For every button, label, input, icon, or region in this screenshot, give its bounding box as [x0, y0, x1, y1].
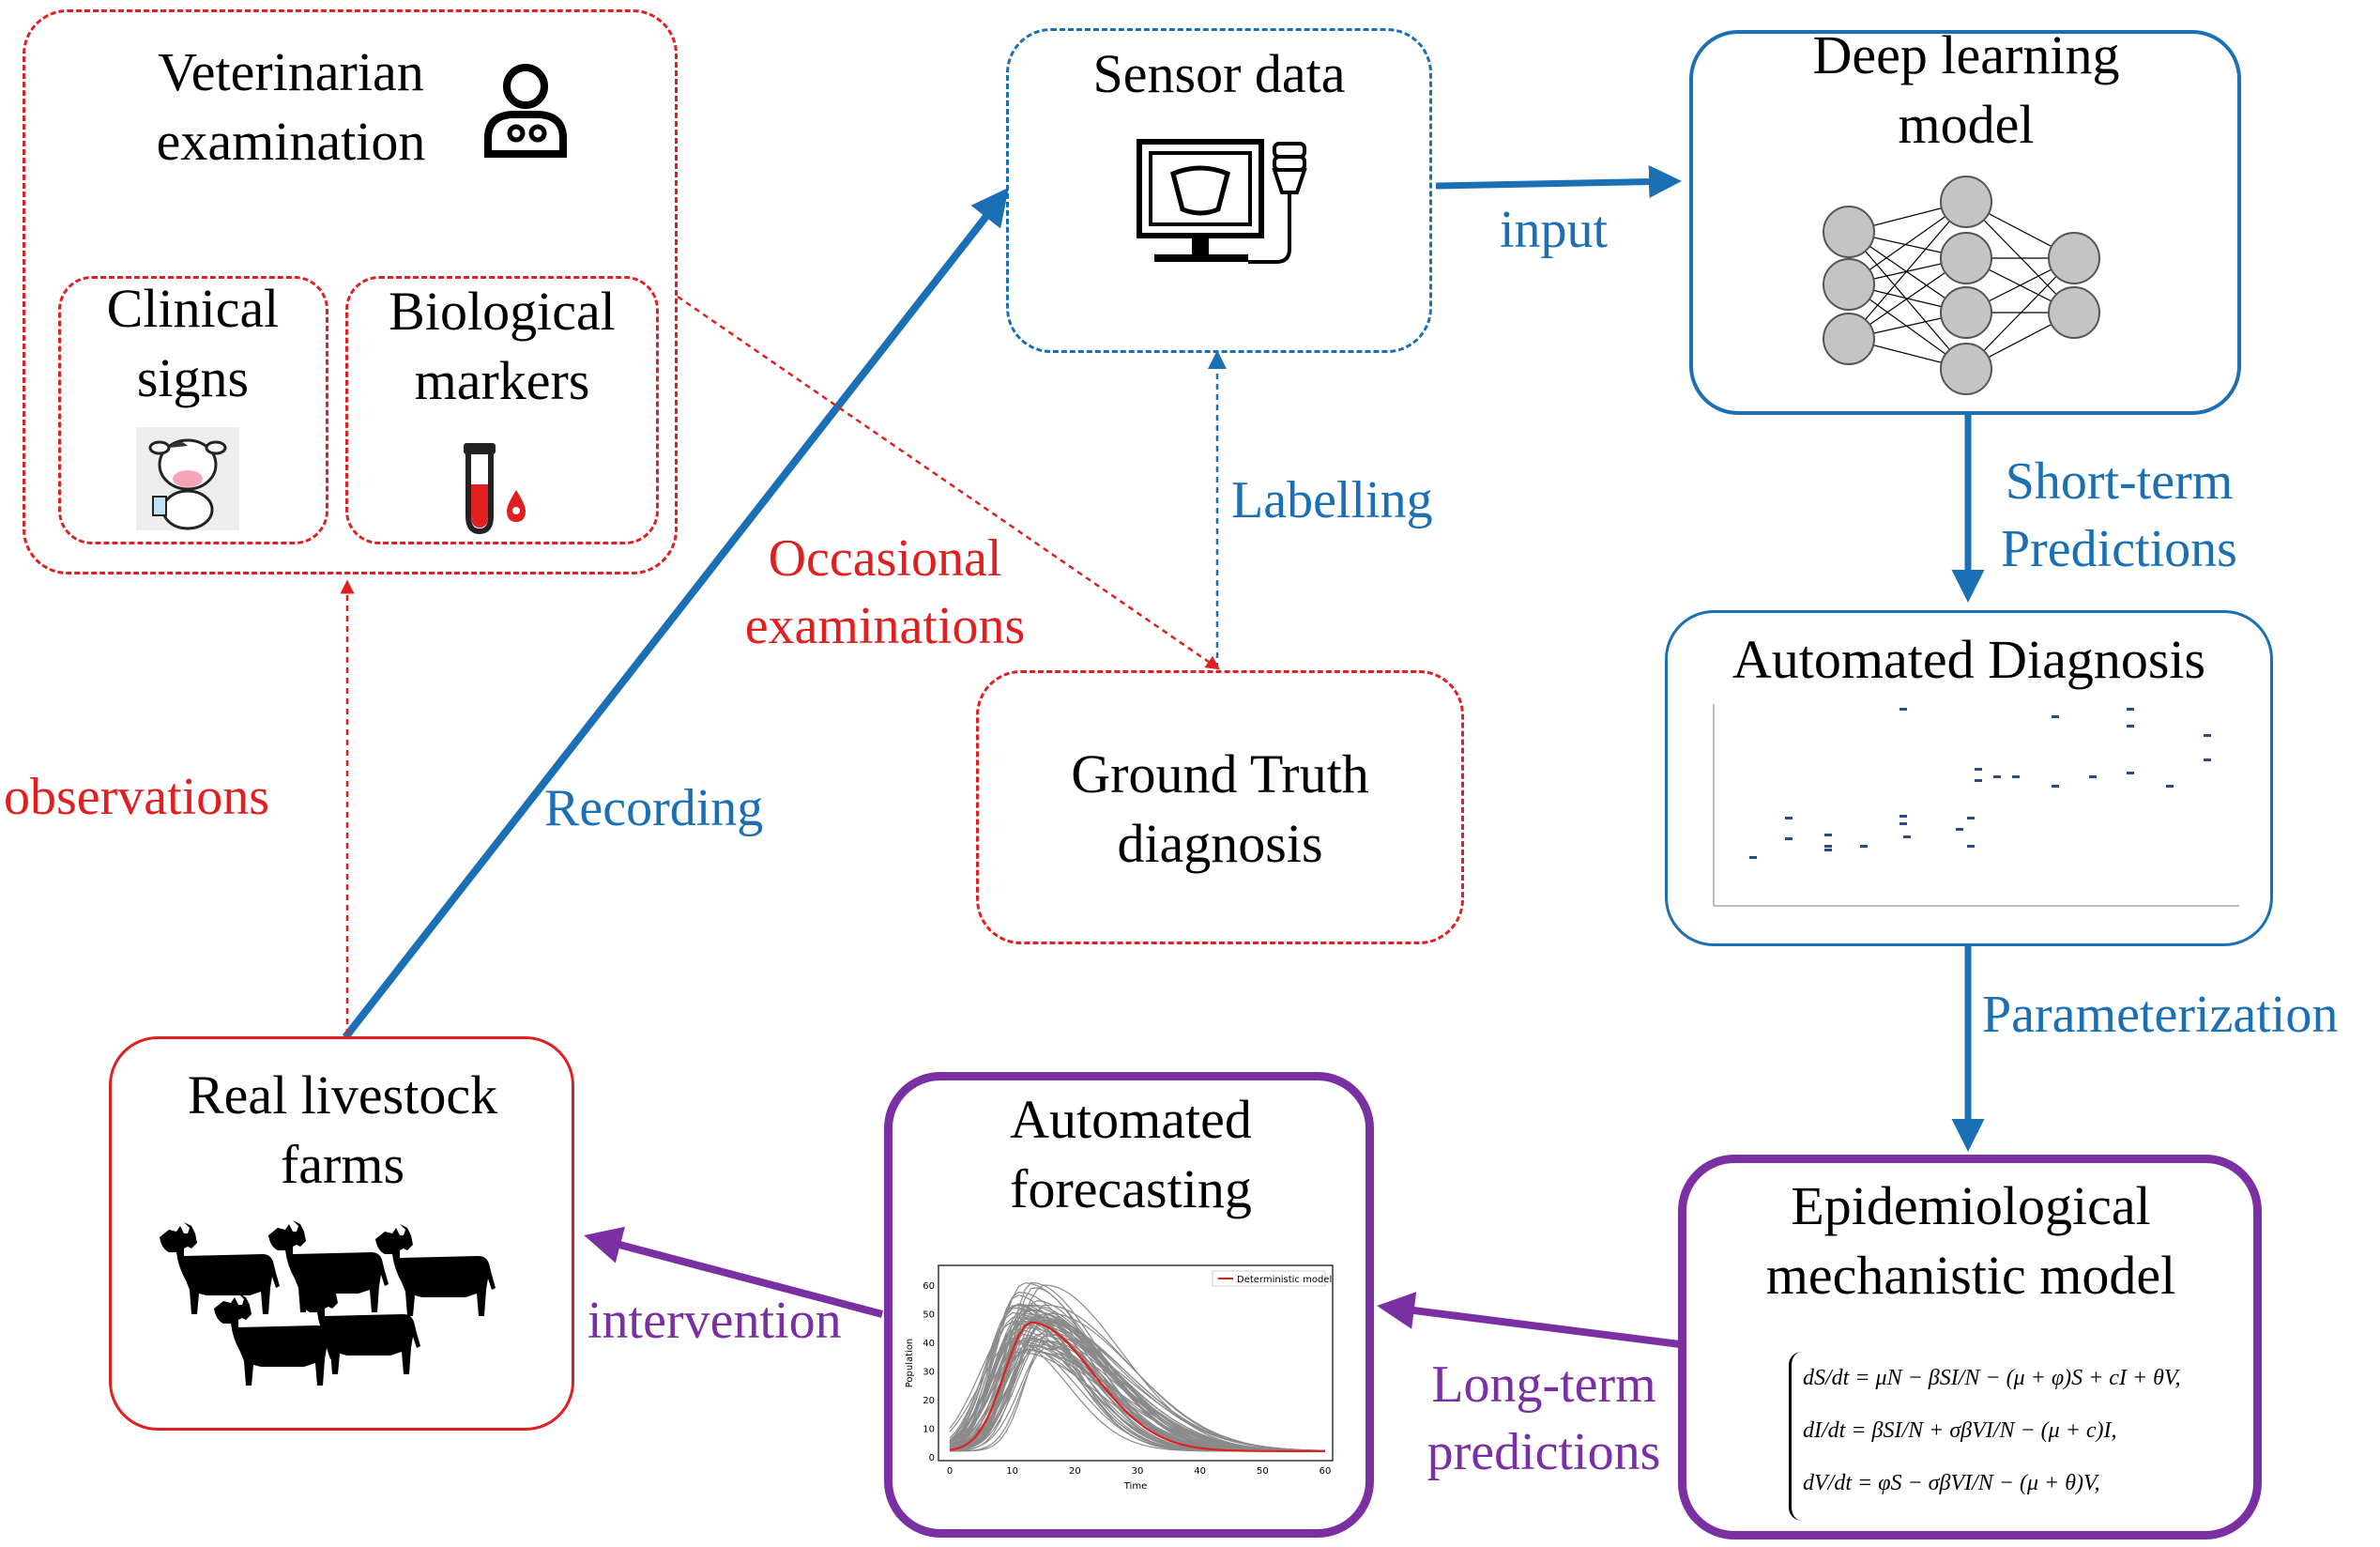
livestock-farms-box: [109, 1036, 574, 1431]
forecast-y-tick: 60: [923, 1281, 935, 1292]
forecast-chart: Deterministic model 0 10 20 30 40 50 60 0 10 20 3…: [905, 1264, 1334, 1492]
label-parameterization: Parameterization: [1982, 986, 2339, 1044]
sensor-data-title: Sensor data: [1092, 43, 1346, 104]
vet-exam-title: Veterinarian examination: [156, 41, 426, 173]
deep-learning-title: Deep learning model: [1812, 24, 2120, 156]
cattle-herd-icon: [160, 1220, 496, 1386]
automated-diagnosis-box: [1665, 610, 2273, 946]
deterministic-curve: [949, 1321, 1325, 1452]
stochastic-trajectory: [949, 1340, 1325, 1452]
clinical-signs-box: [58, 276, 328, 544]
epidemiological-model-box: [1678, 1155, 2262, 1539]
deep-learning-box: [1689, 30, 2241, 415]
label-intervention: intervention: [587, 1292, 842, 1350]
stochastic-trajectory: [949, 1312, 1326, 1451]
neural-network-icon: [1823, 176, 2100, 395]
forecast-x-label: Time: [1123, 1481, 1147, 1492]
forecast-y-tick: 0: [929, 1453, 935, 1463]
equation-system: dS/dt = μN − βSI/N − (μ + φ)S + cI + θV,…: [1789, 1352, 2244, 1521]
label-occasional-examinations: Occasional examinations: [744, 529, 1026, 655]
arrow-recording: [342, 187, 1009, 1040]
equation-dv: dV/dt = φS − σβVI/N − (μ + θ)V,: [1803, 1471, 2100, 1495]
equation-ds: dS/dt = μN − βSI/N − (μ + φ)S + cI + θV,: [1803, 1366, 2181, 1390]
arrow-intervention: [584, 1226, 884, 1318]
forecast-y-label: Population: [905, 1339, 915, 1388]
biological-markers-box: [345, 276, 659, 544]
biological-markers-label: Biological markers: [389, 281, 616, 412]
label-recording: Recording: [544, 779, 764, 837]
label-long-term: Long-term predictions: [1426, 1356, 1661, 1481]
forecast-x-tick: 40: [1194, 1466, 1206, 1477]
forecast-y-tick: 10: [923, 1425, 935, 1435]
diagnosis-scatter-plot: [1713, 704, 2239, 907]
forecast-legend-label: Deterministic model: [1237, 1275, 1332, 1285]
forecast-x-tick: 20: [1069, 1466, 1081, 1477]
sick-cow-icon: [136, 427, 239, 530]
clinical-signs-label: Clinical signs: [106, 278, 280, 409]
forecast-y-tick: 30: [923, 1368, 935, 1378]
sensor-data-box: [1006, 28, 1432, 353]
label-observations: observations: [4, 768, 270, 826]
forecast-y-tick: 50: [923, 1310, 935, 1321]
forecast-x-tick: 10: [1006, 1466, 1018, 1477]
vet-exam-box: [23, 9, 678, 574]
stochastic-trajectory: [949, 1349, 1326, 1452]
forecast-x-tick: 60: [1320, 1466, 1332, 1477]
equation-di: dI/dt = βSI/N + σβVI/N − (μ + c)I,: [1803, 1418, 2117, 1443]
label-short-term: Short-term Predictions: [2001, 452, 2237, 578]
ultrasound-icon: [1137, 139, 1307, 264]
forecast-x-tick: 0: [947, 1466, 953, 1477]
ground-truth-title: Ground Truth diagnosis: [1071, 743, 1369, 875]
blood-test-tube-icon: [464, 443, 526, 535]
ground-truth-box: [976, 670, 1464, 944]
automated-diagnosis-title: Automated Diagnosis: [1732, 629, 2206, 690]
automated-forecasting-box: [884, 1072, 1374, 1538]
doctor-icon: [484, 64, 567, 158]
label-labelling: Labelling: [1231, 471, 1433, 529]
epidemiological-model-title: Epidemiological mechanistic model: [1765, 1175, 2176, 1307]
arrow-long-term: [1377, 1292, 1681, 1348]
arrow-input: [1435, 165, 1682, 199]
livestock-farms-title: Real livestock farms: [187, 1065, 498, 1196]
automated-forecasting-title: Automated forecasting: [1010, 1089, 1252, 1220]
forecast-x-tick: 30: [1132, 1466, 1144, 1477]
forecast-y-tick: 40: [923, 1339, 935, 1349]
label-input: input: [1500, 201, 1609, 259]
forecast-x-tick: 50: [1257, 1466, 1269, 1477]
forecast-y-tick: 20: [923, 1396, 935, 1406]
